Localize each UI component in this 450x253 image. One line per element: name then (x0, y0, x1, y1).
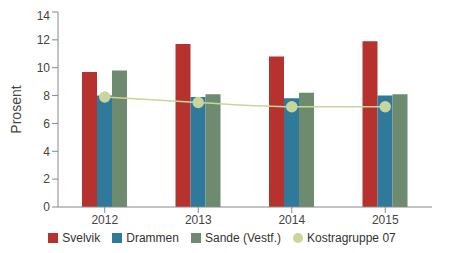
svg-text:2: 2 (43, 172, 50, 186)
svg-text:2012: 2012 (91, 213, 118, 227)
svg-text:6: 6 (43, 117, 50, 131)
svg-text:Prosent: Prosent (8, 85, 24, 133)
svg-text:2013: 2013 (185, 213, 212, 227)
svg-text:8: 8 (43, 89, 50, 103)
html-text:Svelvik: Svelvik (62, 231, 101, 245)
svg-text:14: 14 (37, 9, 51, 23)
svg-text:2015: 2015 (372, 213, 399, 227)
html-text:Drammen: Drammen (126, 231, 179, 245)
svg-text:0: 0 (43, 200, 50, 214)
svg-text:10: 10 (37, 61, 51, 75)
svg-text:12: 12 (37, 33, 51, 47)
html-text:Kostragruppe 07: Kostragruppe 07 (307, 231, 396, 245)
svg-text:4: 4 (43, 145, 50, 159)
html-text:Sande (Vestf.): Sande (Vestf.) (205, 231, 281, 245)
svg-text:2014: 2014 (278, 213, 305, 227)
